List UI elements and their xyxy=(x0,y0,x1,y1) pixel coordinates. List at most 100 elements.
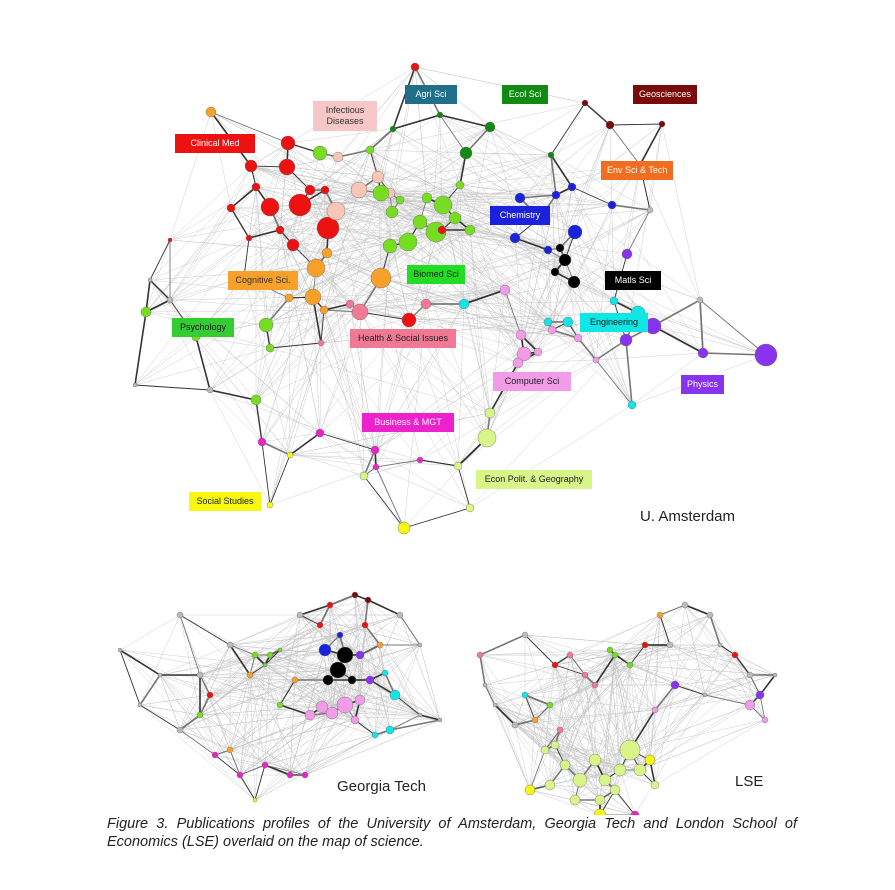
network-edge xyxy=(469,229,488,439)
network-edge xyxy=(554,674,586,746)
network-edge xyxy=(264,664,281,706)
network-node xyxy=(546,701,554,709)
network-edge xyxy=(529,664,556,791)
network-edge xyxy=(734,654,751,676)
network-edge xyxy=(299,614,346,656)
network-edge xyxy=(489,126,553,331)
network-edge xyxy=(337,644,421,671)
network-node xyxy=(351,303,369,321)
network-node xyxy=(567,182,577,192)
network-edge xyxy=(604,644,671,781)
network-edge xyxy=(524,694,551,786)
network-edge xyxy=(374,672,386,736)
network-edge xyxy=(359,289,506,313)
network-edge xyxy=(269,654,339,671)
network-edge xyxy=(554,744,656,786)
network-edge xyxy=(139,614,181,706)
network-edge xyxy=(669,614,711,646)
network-edge xyxy=(199,669,339,676)
network-node xyxy=(258,317,274,333)
network-edge xyxy=(159,654,271,676)
network-node xyxy=(396,611,404,619)
network-edge xyxy=(139,704,231,751)
network-edge xyxy=(319,624,386,674)
network-edge xyxy=(323,309,377,468)
network-edge xyxy=(520,231,576,336)
network-edge xyxy=(289,679,371,776)
network-edge xyxy=(544,704,551,751)
network-edge xyxy=(414,66,586,104)
network-edge xyxy=(269,142,289,208)
network-edge xyxy=(209,624,321,696)
network-node xyxy=(157,672,163,678)
network-edge xyxy=(559,729,636,816)
network-edge xyxy=(519,194,557,199)
network-edge xyxy=(210,111,232,209)
network-node xyxy=(558,253,572,267)
network-edge xyxy=(559,247,597,361)
network-edge xyxy=(614,614,711,656)
network-edge xyxy=(399,614,421,646)
network-node xyxy=(550,740,560,750)
network-edge xyxy=(514,237,549,251)
network-edge xyxy=(169,210,337,301)
network-edge xyxy=(564,664,631,766)
network-edge xyxy=(484,684,531,791)
network-edge xyxy=(349,303,569,323)
network-node xyxy=(196,711,204,719)
network-edge xyxy=(564,684,596,766)
network-edge xyxy=(145,207,232,313)
network-edge xyxy=(289,432,321,456)
network-edge xyxy=(489,126,557,196)
network-edge xyxy=(549,704,601,801)
network-edge xyxy=(559,124,611,249)
network-edge xyxy=(629,644,721,751)
network-node xyxy=(516,346,532,362)
network-node xyxy=(371,731,379,739)
network-edge xyxy=(549,684,596,786)
network-node xyxy=(325,706,339,720)
network-edge xyxy=(139,694,211,706)
network-edge xyxy=(250,165,443,231)
network-edge xyxy=(403,507,471,529)
network-edge xyxy=(709,614,751,706)
network-edge xyxy=(426,197,553,331)
network-node xyxy=(370,267,392,289)
network-node xyxy=(389,689,401,701)
network-edge xyxy=(261,441,365,477)
network-edge xyxy=(549,784,601,801)
network-edge xyxy=(149,279,171,301)
network-edge xyxy=(674,614,711,686)
network-node xyxy=(509,232,521,244)
network-edge xyxy=(229,644,361,701)
network-node xyxy=(361,621,369,629)
network-edge xyxy=(494,704,516,726)
network-edge xyxy=(250,165,311,191)
network-node xyxy=(286,238,300,252)
network-edge xyxy=(363,459,421,477)
network-edge xyxy=(229,644,281,706)
network-edge xyxy=(134,311,147,386)
network-edge xyxy=(249,674,281,706)
network-node xyxy=(421,192,433,204)
network-edge xyxy=(119,614,181,651)
network-node xyxy=(746,671,754,679)
network-edge xyxy=(349,289,506,305)
network-edge xyxy=(479,654,531,791)
network-edge xyxy=(199,714,231,751)
network-edge xyxy=(199,714,306,776)
network-node xyxy=(286,451,294,459)
network-edge xyxy=(279,704,311,716)
network-edge xyxy=(439,114,491,128)
network-edge xyxy=(699,299,704,354)
georgia-tech-map: Georgia Tech xyxy=(100,555,460,815)
network-edge xyxy=(441,229,556,273)
label-infectious-diseases: Infectious Diseases xyxy=(313,101,377,131)
network-edge xyxy=(649,709,656,761)
network-edge xyxy=(269,206,317,269)
network-edge xyxy=(248,227,329,239)
network-node xyxy=(137,702,143,708)
network-edge xyxy=(254,719,356,801)
network-edge xyxy=(439,114,576,233)
network-edge xyxy=(654,684,676,711)
